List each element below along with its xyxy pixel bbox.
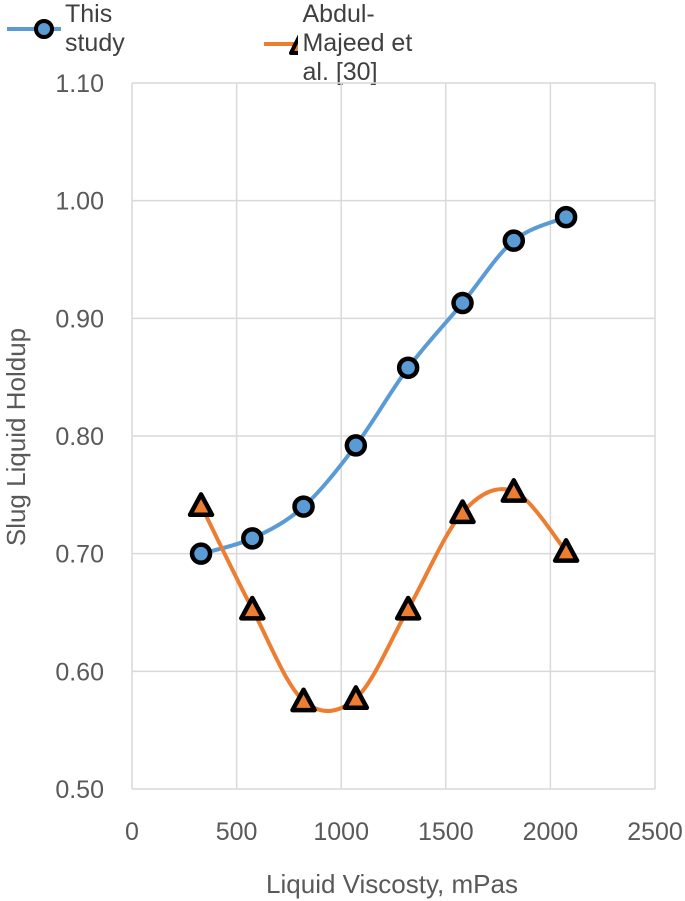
x-tick-label: 1000 (313, 818, 369, 846)
grid (131, 82, 656, 790)
y-tick-label: 0.90 (55, 305, 104, 333)
series-line-this-study (200, 215, 567, 556)
data-point-this-study (502, 229, 526, 252)
data-point-this-study (241, 527, 264, 550)
legend-item-abdul-majeed: Abdul-Majeed et al. [30] (262, 0, 426, 87)
data-point-abdul-majeed (342, 685, 370, 710)
y-tick-label: 1.00 (55, 188, 104, 216)
y-tick-label: 0.70 (55, 541, 104, 569)
y-axis-title: Slug Liquid Holdup (1, 328, 31, 546)
data-point-abdul-majeed (500, 478, 528, 503)
data-point-this-study (344, 434, 368, 457)
data-point-this-study (292, 495, 315, 518)
data-point-abdul-majeed (239, 595, 266, 621)
x-tick-label: 1500 (418, 818, 474, 846)
x-axis: 0 500 1000 1500 2000 2500 (125, 818, 683, 846)
data-point-abdul-majeed (449, 499, 476, 525)
data-point-this-study (451, 291, 474, 315)
data-point-this-study (396, 356, 420, 380)
data-point-abdul-majeed (552, 538, 580, 563)
circle-marker-icon (7, 19, 61, 39)
data-point-this-study (189, 542, 213, 565)
data-point-abdul-majeed (187, 492, 215, 518)
legend-label-this-study: This study (64, 0, 125, 57)
series-layer (187, 205, 580, 713)
data-point-abdul-majeed (394, 595, 422, 621)
x-axis-title: Liquid Viscosty, mPas (266, 869, 518, 899)
y-axis: 0.50 0.60 0.70 0.80 0.90 1.00 1.10 (55, 70, 104, 804)
y-tick-label: 1.10 (55, 70, 104, 98)
x-tick-label: 2500 (627, 818, 683, 846)
x-tick-label: 0 (125, 818, 139, 846)
data-point-abdul-majeed (290, 687, 317, 713)
legend-item-this-study: This study (5, 0, 147, 58)
y-tick-label: 0.80 (55, 423, 104, 451)
y-tick-label: 0.60 (55, 658, 104, 686)
x-tick-label: 2000 (523, 818, 579, 846)
data-point-this-study (554, 205, 578, 229)
x-tick-label: 500 (216, 818, 258, 846)
legend-label-abdul-majeed: Abdul-Majeed et al. [30] (302, 0, 413, 86)
triangle-marker-icon (264, 33, 299, 55)
y-tick-label: 0.50 (55, 776, 104, 804)
